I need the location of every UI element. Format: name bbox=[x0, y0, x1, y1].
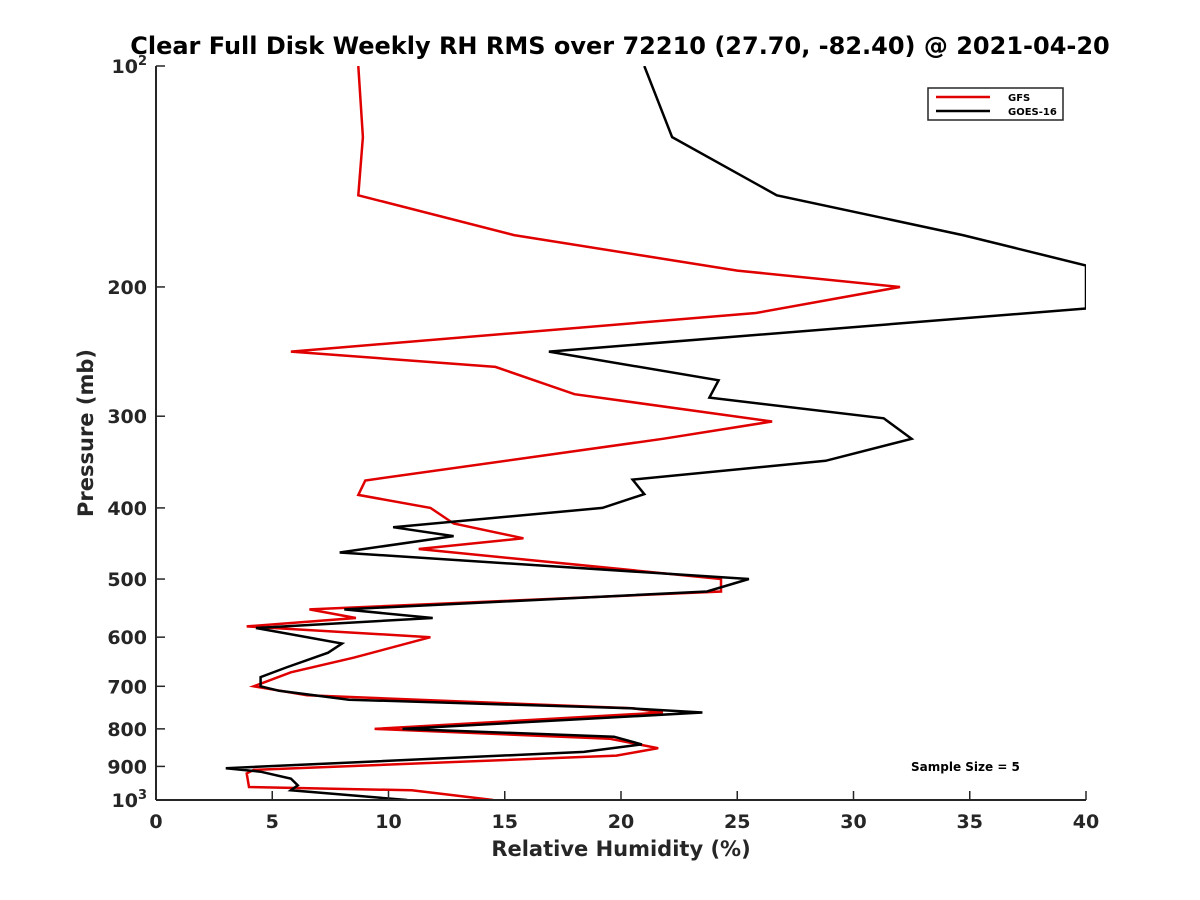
y-tick-label: 900 bbox=[107, 756, 147, 778]
x-tick-label: 40 bbox=[1073, 811, 1099, 833]
chart-title: Clear Full Disk Weekly RH RMS over 72210… bbox=[130, 32, 1110, 60]
y-tick-label: 300 bbox=[107, 406, 147, 428]
plot-area: 0 5 10 15 20 25 30 35 40 102 200 300 400 500 600 700 80… bbox=[107, 54, 1099, 833]
x-tick-label: 30 bbox=[840, 811, 866, 833]
y-tick-label: 800 bbox=[107, 719, 147, 741]
series-line-goes-16 bbox=[225, 66, 1086, 800]
x-tick-label: 35 bbox=[957, 811, 983, 833]
y-tick-label: 400 bbox=[107, 498, 147, 520]
x-ticks: 0 5 10 15 20 25 30 35 40 bbox=[149, 791, 1099, 833]
legend-label-goes-16: GOES-16 bbox=[1008, 107, 1057, 118]
series-layer bbox=[225, 66, 1086, 800]
x-tick-label: 15 bbox=[492, 811, 518, 833]
y-tick-label: 600 bbox=[107, 627, 147, 649]
y-axis-label: Pressure (mb) bbox=[74, 349, 98, 517]
y-tick-label: 500 bbox=[107, 569, 147, 591]
y-tick-label: 700 bbox=[107, 676, 147, 698]
x-tick-label: 25 bbox=[724, 811, 750, 833]
x-tick-label: 5 bbox=[266, 811, 279, 833]
x-tick-label: 0 bbox=[149, 811, 162, 833]
y-ticks: 102 200 300 400 500 600 700 800 900 103 bbox=[107, 54, 165, 812]
y-tick-label: 102 bbox=[112, 54, 148, 78]
x-tick-label: 20 bbox=[608, 811, 634, 833]
x-axis-label: Relative Humidity (%) bbox=[491, 837, 750, 861]
y-tick-label: 200 bbox=[107, 277, 147, 299]
series-line-gfs bbox=[245, 66, 901, 800]
sample-size-annotation: Sample Size = 5 bbox=[911, 760, 1020, 774]
legend-label-gfs: GFS bbox=[1008, 93, 1030, 104]
legend: GFS GOES-16 bbox=[927, 87, 1064, 121]
x-tick-label: 10 bbox=[375, 811, 401, 833]
legend-box bbox=[927, 87, 1064, 121]
y-tick-label: 103 bbox=[112, 788, 148, 812]
